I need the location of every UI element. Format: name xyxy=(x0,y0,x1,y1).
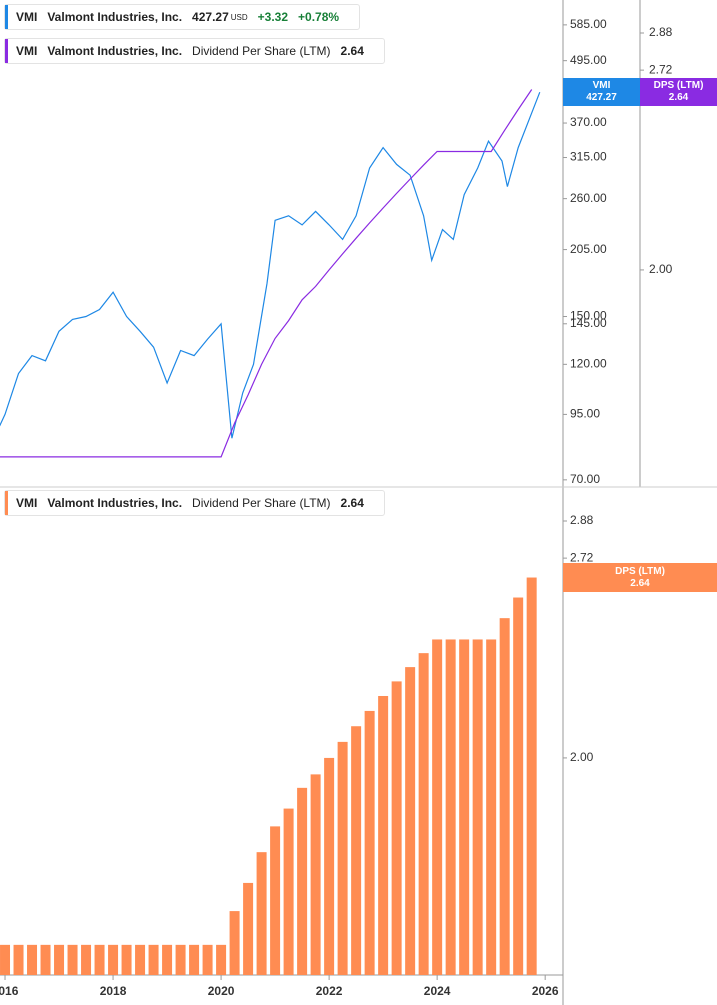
line-series xyxy=(0,91,541,439)
bar xyxy=(283,808,294,975)
bar xyxy=(243,882,254,975)
y-tick-label: 315.00 xyxy=(570,150,607,164)
legend-dps: VMI Valmont Industries, Inc. Dividend Pe… xyxy=(4,38,385,64)
bar xyxy=(216,944,227,975)
bar xyxy=(310,774,321,975)
change: +3.32 xyxy=(257,10,289,24)
y-tick-label: 2.88 xyxy=(570,513,594,527)
badge-value: 2.64 xyxy=(630,577,650,589)
y-tick-label: 370.00 xyxy=(570,115,607,129)
badge-label: VMI xyxy=(592,80,611,91)
dps-bar-badge: DPS (LTM) 2.64 xyxy=(563,563,717,592)
ticker: VMI xyxy=(16,10,38,24)
bar xyxy=(364,710,375,975)
y-tick-label: 120.00 xyxy=(570,357,607,371)
bar xyxy=(526,577,537,975)
y2-tick-label: 2.88 xyxy=(649,25,673,39)
bar xyxy=(94,944,105,975)
bar xyxy=(337,741,348,975)
dps-badge: DPS (LTM) 2.64 xyxy=(640,78,717,106)
bar xyxy=(499,618,510,975)
x-tick-label: 2022 xyxy=(316,984,343,998)
y-tick-label: 205.00 xyxy=(570,242,607,256)
bar xyxy=(405,667,416,975)
bar xyxy=(486,639,497,975)
bar xyxy=(472,639,483,975)
bar xyxy=(148,944,159,975)
y-tick-label: 585.00 xyxy=(570,17,607,31)
x-tick-label: 2024 xyxy=(424,984,451,998)
bar xyxy=(175,944,186,975)
bar xyxy=(13,944,24,975)
bar xyxy=(256,852,267,975)
bar xyxy=(391,681,402,975)
bar xyxy=(229,911,240,975)
company: Valmont Industries, Inc. xyxy=(47,496,183,510)
x-tick-label: 2020 xyxy=(208,984,235,998)
y-tick-label: 150.00 xyxy=(570,309,607,323)
bar xyxy=(162,944,173,975)
bar xyxy=(54,944,65,975)
price: 427.27 xyxy=(192,10,229,24)
legend-swatch xyxy=(5,5,8,29)
bar xyxy=(513,597,524,975)
x-tick-label: 2026 xyxy=(532,984,559,998)
bar xyxy=(459,639,470,975)
bar xyxy=(378,695,389,975)
legend-price: VMI Valmont Industries, Inc. 427.27 USD … xyxy=(4,4,361,30)
bar xyxy=(297,787,308,975)
bar xyxy=(351,726,362,975)
y-tick-label: 495.00 xyxy=(570,53,607,67)
legend-dps-bars: VMI Valmont Industries, Inc. Dividend Pe… xyxy=(4,490,385,516)
metric-value: 2.64 xyxy=(340,496,364,510)
badge-label: DPS (LTM) xyxy=(653,80,704,91)
company: Valmont Industries, Inc. xyxy=(47,44,183,58)
bar xyxy=(202,944,213,975)
price-badge: VMI 427.27 xyxy=(563,78,640,106)
legend-swatch xyxy=(5,491,8,515)
y-tick-label: 145.00 xyxy=(570,316,607,330)
bar xyxy=(432,639,443,975)
legend-swatch xyxy=(5,39,8,63)
ticker: VMI xyxy=(16,44,38,58)
bar xyxy=(81,944,92,975)
x-tick-label: 2018 xyxy=(100,984,127,998)
metric: Dividend Per Share (LTM) xyxy=(192,44,331,58)
line-series xyxy=(0,89,533,458)
bar xyxy=(135,944,146,975)
bar xyxy=(324,757,335,975)
badge-value: 2.64 xyxy=(668,92,689,103)
y2-tick-label: 2.00 xyxy=(649,262,673,276)
bar xyxy=(189,944,200,975)
bar xyxy=(108,944,119,975)
y-tick-label: 2.72 xyxy=(570,550,594,564)
y-tick-label: 2.00 xyxy=(570,750,594,764)
bar xyxy=(445,639,456,975)
x-tick-label: 2016 xyxy=(0,984,19,998)
change-pct: +0.78% xyxy=(298,10,340,24)
bar xyxy=(27,944,38,975)
company: Valmont Industries, Inc. xyxy=(47,10,183,24)
badge-value: 427.27 xyxy=(586,92,617,103)
bar xyxy=(0,944,11,975)
ticker: VMI xyxy=(16,496,38,510)
bar xyxy=(270,826,281,975)
bar xyxy=(121,944,132,975)
y2-tick-label: 2.72 xyxy=(649,62,673,76)
y-tick-label: 260.00 xyxy=(570,191,607,205)
bar xyxy=(418,653,429,975)
badge-label: DPS (LTM) xyxy=(615,565,665,577)
currency: USD xyxy=(230,12,248,22)
bar xyxy=(67,944,78,975)
y-tick-label: 70.00 xyxy=(570,472,600,486)
metric-value: 2.64 xyxy=(340,44,364,58)
bar xyxy=(40,944,51,975)
y-tick-label: 95.00 xyxy=(570,407,600,421)
metric: Dividend Per Share (LTM) xyxy=(192,496,331,510)
